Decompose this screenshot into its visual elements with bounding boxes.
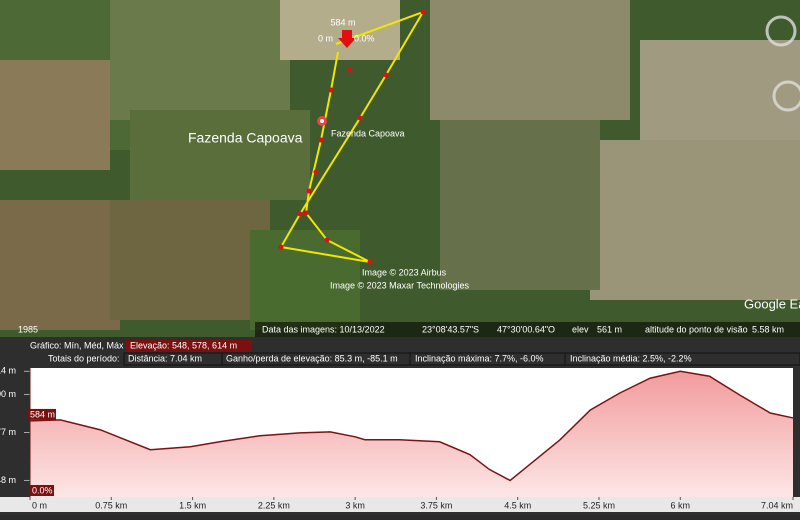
elevation-line [29,370,794,482]
attribution: Image © 2023 Maxar Technologies [330,280,470,290]
elev-label: elev [572,324,589,334]
marker-distance: 0 m [318,33,333,43]
y-tick-label: 600 m [0,389,16,399]
x-tick-label: 3 km [345,500,365,510]
y-tick-label: 548 m [0,475,16,485]
x-tick-label: 0.75 km [95,500,127,510]
cursor-elevation: 584 m [30,409,55,419]
x-tick-label: 4.5 km [504,500,531,510]
place-label: Fazenda Capoava [188,130,303,146]
longitude: 47°30'00.64"O [497,324,555,334]
historical-year[interactable]: 1985 [18,324,38,334]
x-tick-label: 1.5 km [179,500,206,510]
pin-label: Fazenda Capoava [331,128,405,138]
eye-label: altitude do ponto de visão [645,324,748,334]
latitude: 23°08'43.57"S [422,324,479,334]
elev-value: 561 m [597,324,622,334]
marker-elevation: 584 m [330,17,355,27]
y-tick-label: 614 m [0,366,16,376]
status-bar: Data das imagens: 10/13/2022 23°08'43.57… [255,322,800,337]
x-tick-label: 6 km [671,500,691,510]
map[interactable]: 584 m 0 m 0.0% Fazenda Capoava Fazenda C… [0,0,800,337]
max-slope: Inclinação máxima: 7.7%, -6.0% [415,353,544,363]
x-tick-label: 0 m [32,500,47,510]
x-tick-label: 7.04 km [761,500,793,510]
gain-loss: Ganho/perda de elevação: 85.3 m, -85.1 m [226,353,398,363]
graph-label: Gráfico: [30,340,62,350]
marker-slope: 0.0% [354,33,375,43]
distance: Distância: 7.04 km [128,353,202,363]
attribution: Image © 2023 Airbus [362,267,447,277]
y-tick-label: 577 m [0,427,16,437]
stats-label: Mín, Méd, Máx [64,340,124,350]
elevation-stats[interactable]: Elevação: 548, 578, 614 m [130,340,237,350]
cursor-label-bg [28,408,56,420]
cursor-slope-bg [30,485,54,496]
area-fill [30,371,793,497]
cursor-slope: 0.0% [32,485,53,495]
eye-value: 5.58 km [752,324,784,334]
totals-label: Totais do período: [48,353,120,363]
x-axis-band [0,497,800,512]
x-tick-label: 2.25 km [258,500,290,510]
x-tick-label: 5.25 km [583,500,615,510]
x-tick-label: 3.75 km [420,500,452,510]
imagery-date: Data das imagens: 10/13/2022 [262,324,385,334]
avg-slope: Inclinação média: 2.5%, -2.2% [570,353,692,363]
logo: Google Earth [744,296,800,311]
